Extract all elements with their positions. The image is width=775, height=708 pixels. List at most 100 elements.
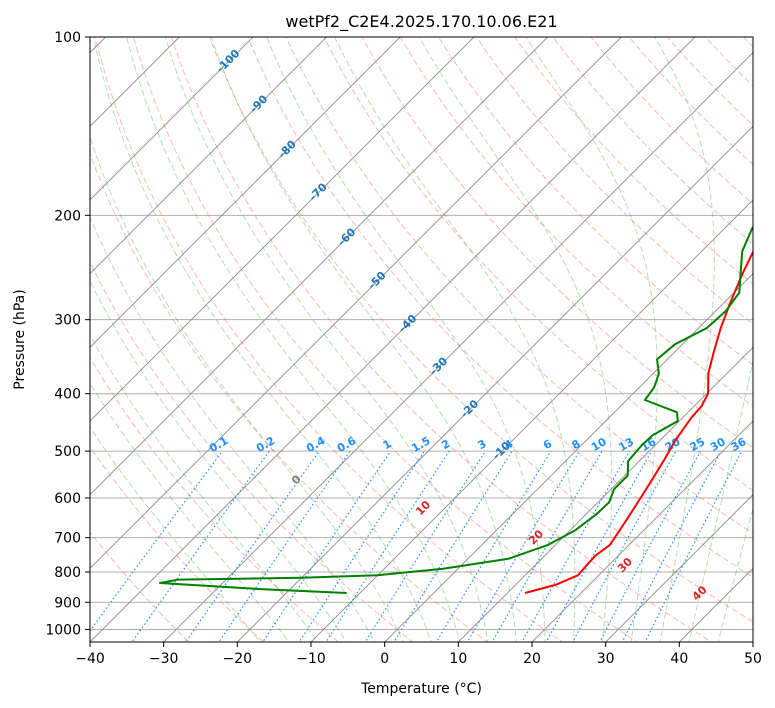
isotherm-line [605, 494, 753, 642]
mixing-ratio-line [90, 450, 223, 632]
isotherm-line [90, 37, 401, 348]
moist-adiabat [90, 215, 376, 642]
y-tick-label: 300 [54, 313, 81, 329]
mixing-ratio-label: 1 [381, 437, 394, 452]
isotherm-line [0, 10, 59, 654]
moist-adiabat [654, 37, 715, 642]
y-axis-label: Pressure (hPa) [12, 289, 28, 389]
mixing-ratio-label: 0.6 [335, 434, 359, 455]
dry-adiabat [90, 260, 414, 642]
mixing-ratio-line [491, 450, 603, 642]
dry-adiabat [247, 37, 753, 578]
moist-adiabat [334, 37, 576, 642]
y-tick-label: 1000 [45, 622, 81, 638]
moist-adiabat [418, 37, 613, 642]
dry-adiabats [90, 37, 753, 642]
dry-adiabat [90, 446, 265, 642]
isotherm-line [90, 37, 549, 496]
moist-adiabat [92, 37, 432, 642]
x-axis-label: Temperature (°C) [360, 681, 482, 697]
dry-adiabat [323, 37, 753, 491]
y-tick-label: 700 [54, 531, 81, 547]
dry-adiabat [399, 37, 753, 407]
dry-adiabat [704, 37, 753, 87]
mixing-ratio-line [262, 450, 392, 642]
mixing-ratio-line [435, 450, 552, 642]
dry-adiabat [285, 37, 753, 534]
mixing-ratio-line [218, 450, 351, 642]
y-axis-ticks: 100 200 300 400 500 600 700 800 900 1000 [45, 30, 90, 638]
isotherm-line [531, 420, 753, 642]
chart-title: wetPf2_C2E4.2025.170.10.06.E21 [285, 12, 557, 32]
y-tick-label: 900 [54, 595, 81, 611]
moist-adiabat [90, 382, 290, 642]
y-tick-label: 600 [54, 491, 81, 507]
isotherm-label: -90 [247, 92, 270, 115]
isotherm-line [90, 37, 180, 127]
plot-frame [89, 36, 754, 643]
mixing-ratio-label: 8 [570, 437, 583, 452]
moist-adiabat [210, 37, 518, 642]
x-tick-label: 0 [380, 651, 389, 667]
isotherm-line [90, 37, 475, 422]
isotherm-line [457, 346, 753, 642]
isotherm-label: -60 [335, 225, 358, 248]
isotherm-line [90, 37, 254, 201]
y-tick-label: 200 [54, 208, 81, 224]
mixing-ratio-label: 2 [439, 437, 452, 452]
pressure-gridlines [90, 37, 753, 630]
dry-adiabat [90, 531, 190, 642]
moist-adiabat [266, 37, 546, 642]
moist-adiabat-label: 40 [690, 583, 710, 603]
mixing-ratio-line [131, 450, 270, 642]
mixing-ratio-lines [90, 450, 743, 642]
isotherm-line [90, 37, 622, 569]
moist-adiabat-label: 20 [526, 527, 546, 547]
moist-adiabat [90, 334, 319, 642]
isotherm-line [310, 199, 753, 642]
x-tick-label: 30 [597, 651, 615, 667]
moist-adiabat [525, 37, 658, 642]
isotherm-line [163, 52, 753, 642]
x-tick-label: 10 [449, 651, 467, 667]
dry-adiabat [475, 37, 753, 325]
mixing-ratio-line [298, 450, 425, 642]
dry-adiabat [514, 37, 753, 285]
x-axis-ticks: −40 −30 −20 −10 0 10 20 30 40 50 [75, 642, 762, 667]
profile-series [159, 225, 753, 594]
dry-adiabat [437, 37, 753, 366]
moist-adiabat [164, 37, 489, 642]
dry-adiabat [209, 37, 753, 623]
isotherm-line [90, 37, 328, 275]
dry-adiabat [170, 37, 713, 642]
y-tick-label: 500 [54, 444, 81, 460]
mixing-ratio-line [545, 450, 653, 642]
dry-adiabat [94, 37, 564, 642]
dewpoint-profile-line [159, 225, 753, 594]
isotherm-label: -80 [276, 138, 299, 161]
mixing-ratio-line [184, 450, 320, 642]
mixing-ratio-label: 6 [541, 437, 554, 452]
temperature-profile-line [524, 249, 753, 594]
isotherm-line [678, 567, 753, 642]
dry-adiabat [90, 356, 340, 642]
mixing-ratio-line [466, 450, 580, 642]
dry-adiabat [361, 37, 753, 449]
dry-adiabat [132, 37, 638, 642]
isotherm-line [90, 37, 696, 642]
moist-adiabat [90, 279, 347, 642]
moist-adiabats [90, 37, 753, 642]
isotherm-label: -40 [396, 312, 419, 335]
dry-adiabat [590, 37, 753, 205]
moist-adiabat [90, 135, 404, 642]
moist-adiabat [126, 37, 461, 642]
moist-adiabat [90, 426, 261, 642]
isotherm-label: -30 [427, 354, 450, 377]
mixing-ratio-label: 0.4 [304, 434, 328, 455]
mixing-ratio-line [644, 450, 743, 642]
x-tick-label: 50 [744, 651, 762, 667]
x-tick-label: −40 [75, 651, 105, 667]
x-tick-label: −10 [296, 651, 326, 667]
mixing-ratio-line [621, 450, 722, 642]
